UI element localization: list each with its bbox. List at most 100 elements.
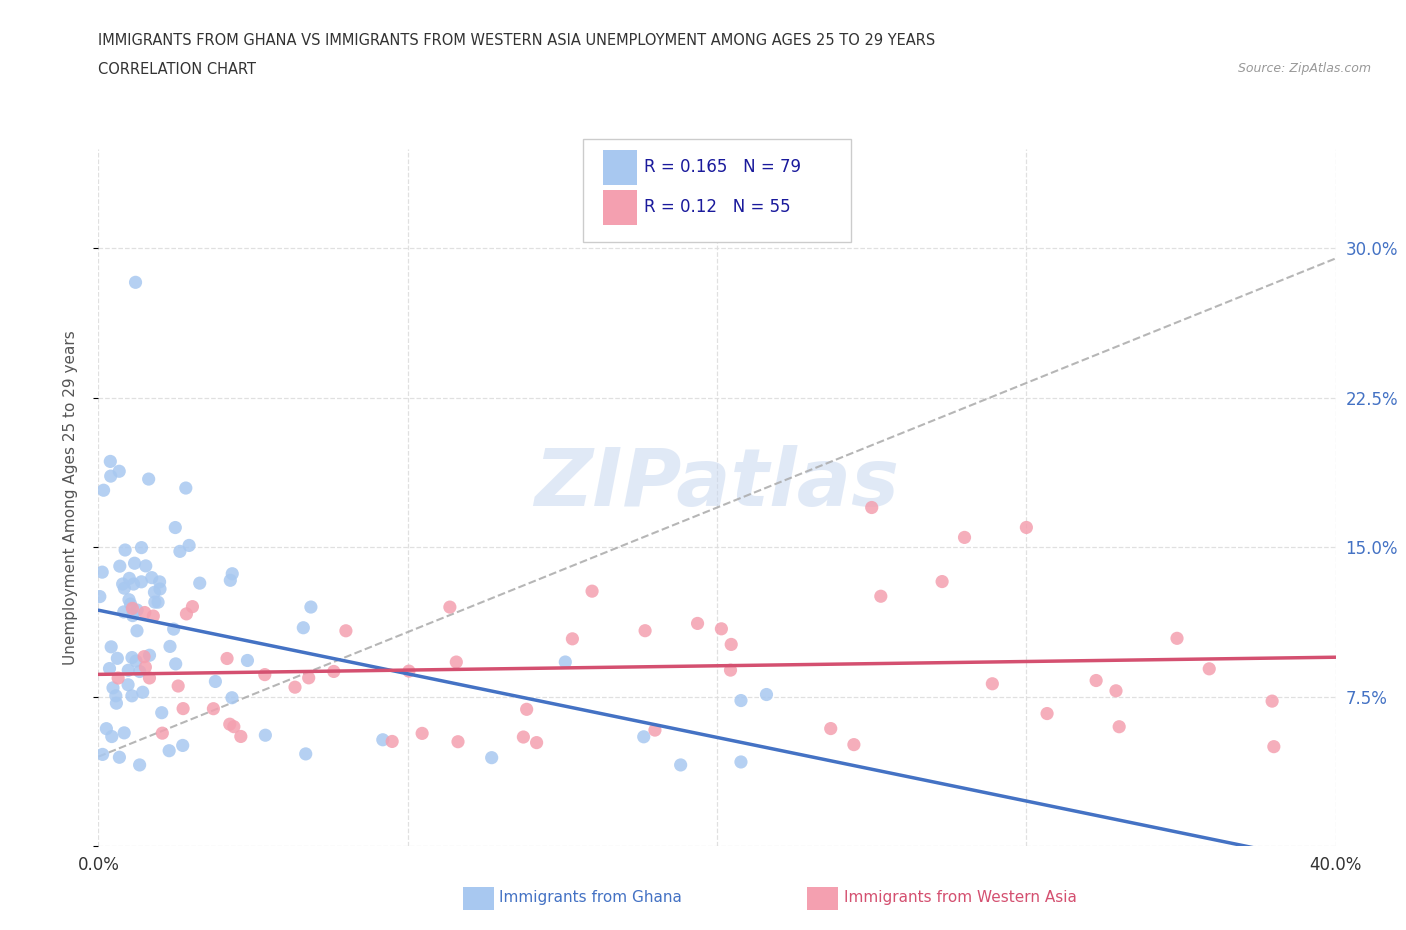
Point: [294, 747, 316, 762]
Point: [112, 581, 135, 596]
Point: [335, 623, 357, 638]
Point: [141, 570, 163, 585]
Point: [669, 758, 692, 773]
Point: [128, 664, 150, 679]
Point: [172, 701, 194, 716]
Point: [128, 758, 150, 773]
Point: [98, 454, 121, 469]
Text: CORRELATION CHART: CORRELATION CHART: [98, 62, 256, 77]
Point: [131, 540, 153, 555]
Point: [1263, 739, 1285, 754]
Point: [132, 649, 155, 664]
Point: [446, 655, 468, 670]
Point: [686, 616, 709, 631]
Text: Immigrants from Western Asia: Immigrants from Western Asia: [844, 890, 1077, 905]
Point: [131, 575, 153, 590]
Point: [236, 653, 259, 668]
Point: [138, 472, 160, 486]
Point: [218, 717, 240, 732]
Point: [254, 728, 277, 743]
Point: [108, 559, 131, 574]
Point: [143, 594, 166, 609]
Point: [138, 671, 160, 685]
Point: [1166, 631, 1188, 645]
Text: IMMIGRANTS FROM GHANA VS IMMIGRANTS FROM WESTERN ASIA UNEMPLOYMENT AMONG AGES 25: IMMIGRANTS FROM GHANA VS IMMIGRANTS FROM…: [98, 33, 935, 47]
Point: [121, 650, 143, 665]
Point: [104, 688, 127, 703]
Point: [181, 599, 204, 614]
Point: [644, 723, 666, 737]
Point: [91, 565, 114, 579]
Point: [100, 469, 122, 484]
Point: [253, 667, 276, 682]
Point: [820, 721, 842, 736]
Point: [150, 725, 173, 740]
Point: [581, 584, 603, 599]
Point: [371, 732, 394, 747]
Point: [118, 571, 141, 586]
Point: [322, 664, 344, 679]
Point: [93, 483, 115, 498]
Point: [204, 674, 226, 689]
Point: [215, 651, 238, 666]
Point: [121, 601, 143, 616]
Point: [931, 574, 953, 589]
Point: [633, 729, 655, 744]
Point: [953, 530, 976, 545]
Point: [96, 722, 118, 737]
Point: [121, 608, 143, 623]
Point: [554, 655, 576, 670]
Point: [165, 520, 187, 535]
Point: [91, 747, 114, 762]
Point: [159, 639, 181, 654]
Point: [163, 621, 186, 636]
Point: [398, 664, 420, 679]
Point: [1261, 694, 1284, 709]
Y-axis label: Unemployment Among Ages 25 to 29 years: Unemployment Among Ages 25 to 29 years: [63, 330, 77, 665]
Point: [135, 558, 157, 573]
Point: [860, 500, 883, 515]
Point: [100, 640, 122, 655]
Point: [157, 743, 180, 758]
Point: [411, 726, 433, 741]
Text: R = 0.12   N = 55: R = 0.12 N = 55: [644, 198, 790, 217]
Point: [299, 600, 322, 615]
Point: [730, 754, 752, 769]
Point: [176, 606, 198, 621]
Point: [124, 275, 146, 290]
Point: [869, 589, 891, 604]
Point: [142, 608, 165, 623]
Point: [127, 603, 149, 618]
Point: [167, 679, 190, 694]
Point: [101, 729, 124, 744]
Point: [125, 623, 148, 638]
Point: [121, 688, 143, 703]
Point: [98, 661, 121, 676]
Point: [114, 542, 136, 557]
Point: [755, 687, 778, 702]
Point: [165, 657, 187, 671]
Point: [188, 576, 211, 591]
Point: [381, 734, 404, 749]
Point: [481, 751, 503, 765]
Point: [143, 585, 166, 600]
Point: [284, 680, 307, 695]
Point: [1015, 520, 1038, 535]
Point: [447, 735, 470, 750]
Text: ZIPatlas: ZIPatlas: [534, 445, 900, 523]
Point: [1036, 706, 1059, 721]
Point: [221, 566, 243, 581]
Point: [512, 730, 534, 745]
Point: [111, 577, 134, 591]
Point: [561, 631, 583, 646]
Point: [118, 592, 141, 607]
Point: [981, 676, 1004, 691]
Point: [177, 538, 200, 552]
Point: [842, 737, 865, 752]
Point: [1198, 661, 1220, 676]
Point: [149, 581, 172, 596]
Point: [107, 671, 129, 685]
Point: [112, 725, 135, 740]
Point: [292, 620, 315, 635]
Point: [150, 705, 173, 720]
